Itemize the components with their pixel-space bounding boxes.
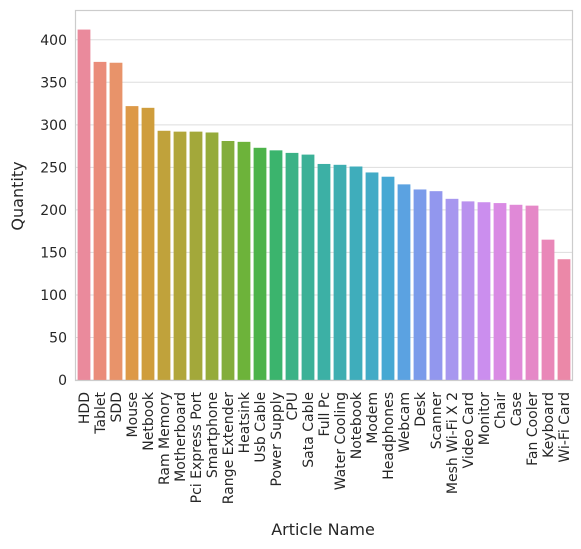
bar: [253, 147, 267, 380]
bar: [429, 191, 443, 380]
x-tick-label: Full Pc: [317, 392, 333, 437]
bar: [365, 172, 379, 380]
y-tick-labels: 0 50 100 150 200 250 300 350 400: [40, 33, 67, 389]
y-tick-label: 200: [40, 203, 67, 219]
bar: [541, 239, 555, 380]
bar: [77, 29, 91, 380]
x-tick-label: Mouse: [125, 392, 141, 437]
bar: [349, 166, 363, 380]
x-tick-label: Sata Cable: [301, 392, 317, 468]
bar: [173, 131, 187, 380]
x-tick-label: Ram Memory: [157, 392, 173, 485]
x-tick-label: Monitor: [477, 392, 493, 445]
y-tick-label: 350: [40, 75, 67, 91]
x-tick-label: Case: [509, 392, 525, 426]
bar: [493, 203, 507, 380]
x-tick-label: Tablet: [93, 392, 109, 435]
bars: [77, 29, 571, 381]
y-axis-label: Quantity: [8, 161, 27, 230]
bar: [317, 163, 331, 380]
x-tick-label: Range Extender: [221, 392, 237, 504]
x-tick-label: Fan Cooler: [525, 392, 541, 466]
bar: [237, 141, 251, 380]
y-tick-label: 300: [40, 118, 67, 134]
x-tick-label: Keyboard: [541, 392, 557, 458]
bar: [445, 198, 459, 380]
x-tick-label: Heatsink: [237, 391, 253, 453]
x-axis-label: Article Name: [271, 520, 375, 539]
y-tick-label: 400: [40, 33, 67, 49]
x-tick-label: Headphones: [381, 392, 397, 480]
bar: [285, 152, 299, 380]
x-tick-label: Scanner: [429, 392, 445, 450]
bar: [333, 164, 347, 380]
bar: [269, 150, 283, 380]
bar: [381, 176, 395, 380]
plot-frame: [74, 9, 574, 382]
bar: [205, 132, 219, 380]
bar: [477, 202, 491, 380]
bar: [461, 201, 475, 380]
bar: [397, 184, 411, 380]
x-tick-label: Motherboard: [173, 392, 189, 482]
x-tick-label: HDD: [77, 392, 93, 424]
x-tick-label: Desk: [413, 391, 429, 427]
x-tick-label: Power Supply: [269, 392, 285, 487]
bar: [221, 140, 235, 380]
bar: [109, 62, 123, 381]
x-tick-label: SDD: [109, 392, 125, 422]
y-tick-label: 150: [40, 245, 67, 261]
bar: [189, 131, 203, 380]
y-tick-label: 250: [40, 160, 67, 176]
bar: [125, 106, 139, 381]
x-tick-label: Modem: [365, 392, 381, 444]
x-tick-label: Usb Cable: [253, 392, 269, 463]
x-tick-label: Wi-Fi Card: [557, 392, 573, 463]
x-tick-label: CPU: [285, 392, 301, 420]
x-tick-label: Mesh Wi-Fi X 2: [445, 392, 461, 494]
bar: [141, 107, 155, 380]
bar: [301, 154, 315, 380]
bar: [157, 130, 171, 380]
bar: [557, 259, 571, 380]
y-tick-label: 100: [40, 288, 67, 304]
x-tick-label: Netbook: [141, 391, 157, 451]
x-tick-label: Pci Express Port: [189, 391, 205, 503]
bar: [509, 204, 523, 380]
bar: [413, 189, 427, 380]
x-tick-label: Video Card: [461, 392, 477, 468]
y-tick-label: 50: [49, 330, 67, 346]
x-tick-label: Water Cooling: [333, 392, 349, 490]
y-tick-label: 0: [58, 373, 67, 389]
bar: [93, 61, 107, 380]
x-tick-label: Smartphone: [205, 392, 221, 478]
x-tick-label: Webcam: [397, 392, 413, 452]
bar: [525, 205, 539, 380]
x-tick-label: Notebook: [349, 391, 365, 459]
x-tick-labels: HDD Tablet SDD Mouse Netbook Ram Memory Mother…: [77, 391, 573, 504]
x-tick-label: Chair: [493, 392, 509, 429]
